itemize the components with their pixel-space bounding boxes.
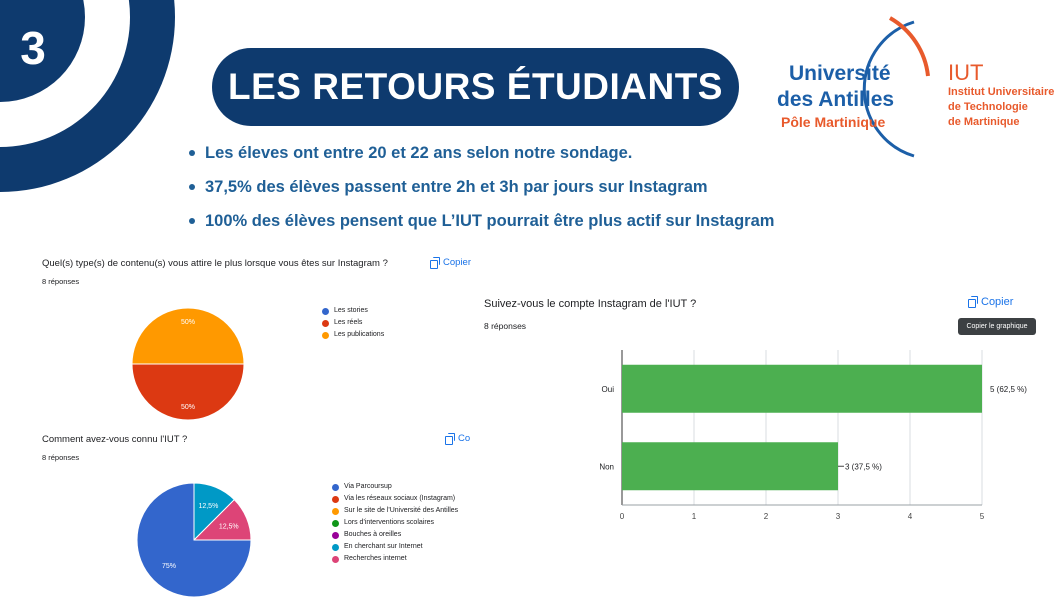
pie-slice bbox=[131, 307, 245, 365]
legend-swatch bbox=[332, 555, 339, 563]
legend-item: Via Parcoursup bbox=[332, 481, 458, 493]
university-campus: Pôle Martinique bbox=[781, 114, 886, 130]
x-tick-label: 3 bbox=[836, 512, 841, 521]
pie-data-label: 12,5% bbox=[198, 503, 218, 510]
q1-response-count: 8 réponses bbox=[42, 277, 80, 286]
legend-swatch bbox=[322, 331, 329, 339]
legend-item: Lors d'interventions scolaires bbox=[332, 517, 458, 529]
pie-data-label: 12,5% bbox=[219, 524, 239, 531]
legend-item: Les stories bbox=[322, 305, 384, 317]
legend-label: Recherches internet bbox=[344, 555, 407, 562]
legend-label: Les réels bbox=[334, 319, 363, 326]
legend-label: Sur le site de l'Université des Antilles bbox=[344, 507, 459, 514]
university-logo-arc bbox=[862, 16, 930, 158]
finding-item: 100% des élèves pensent que L’IUT pourra… bbox=[186, 208, 774, 242]
legend-label: Bouches à oreilles bbox=[344, 531, 402, 538]
q2-question: Comment avez-vous connu l'IUT ? bbox=[42, 434, 188, 445]
legend-label: Via Parcoursup bbox=[344, 483, 392, 490]
x-tick-label: 5 bbox=[980, 512, 985, 521]
legend-swatch bbox=[332, 543, 339, 551]
q2-pie-chart: 12,5% 12,5% 75% bbox=[136, 482, 252, 598]
legend-item: Bouches à oreilles bbox=[332, 529, 458, 541]
bullet-icon bbox=[189, 218, 195, 224]
q1-legend: Les stories Les réels Les publications bbox=[322, 305, 384, 341]
legend-label: Via les réseaux sociaux (Instagram) bbox=[344, 495, 456, 502]
copy-icon bbox=[968, 296, 978, 308]
university-name-line1: Université bbox=[789, 62, 891, 85]
findings-list: Les éleves ont entre 20 et 22 ans selon … bbox=[186, 140, 774, 242]
pie-data-label: 50% bbox=[181, 404, 195, 411]
q1-question: Quel(s) type(s) de contenu(s) vous attir… bbox=[42, 258, 388, 269]
legend-swatch bbox=[332, 495, 339, 503]
x-tick-label: 4 bbox=[908, 512, 913, 521]
copy-chart-tooltip: Copier le graphique bbox=[958, 318, 1036, 335]
bar-value-label: 5 (62,5 %) bbox=[990, 385, 1027, 394]
q3-bar-chart: 0 1 2 3 4 5 Oui 5 (62,5 %) Non 3 (37,5 %) bbox=[599, 350, 1027, 521]
legend-label: Lors d'interventions scolaires bbox=[344, 519, 435, 526]
pie-slice bbox=[131, 363, 245, 421]
legend-item: Recherches internet bbox=[332, 553, 458, 565]
legend-swatch bbox=[332, 531, 339, 539]
legend-swatch bbox=[332, 483, 339, 491]
legend-swatch bbox=[322, 307, 329, 315]
legend-item: Les publications bbox=[322, 329, 384, 341]
pie-slice bbox=[136, 482, 252, 598]
category-label: Non bbox=[599, 462, 614, 471]
iut-logo-title: IUT bbox=[948, 60, 984, 85]
legend-item: En cherchant sur Internet bbox=[332, 541, 458, 553]
pie-data-label: 75% bbox=[162, 563, 176, 570]
legend-item: Les réels bbox=[322, 317, 384, 329]
title-banner bbox=[212, 48, 739, 126]
bar-value-label: 3 (37,5 %) bbox=[845, 462, 882, 471]
copy-icon bbox=[430, 256, 440, 269]
finding-item: Les éleves ont entre 20 et 22 ans selon … bbox=[186, 140, 774, 174]
x-tick-label: 0 bbox=[620, 512, 625, 521]
decorative-arcs bbox=[0, 0, 175, 192]
legend-item: Via les réseaux sociaux (Instagram) bbox=[332, 493, 458, 505]
q3-copy-button[interactable]: Copier bbox=[968, 296, 1013, 308]
bullet-icon bbox=[189, 150, 195, 156]
q2-legend: Via Parcoursup Via les réseaux sociaux (I… bbox=[332, 481, 458, 565]
iut-name-line3: de Martinique bbox=[948, 116, 1020, 128]
legend-label: Les publications bbox=[334, 331, 385, 338]
q1-pie-chart: 50% 50% bbox=[131, 307, 245, 421]
bullet-icon bbox=[189, 184, 195, 190]
iut-name-line1: Institut Universitaire bbox=[948, 86, 1055, 98]
q2-response-count: 8 réponses bbox=[42, 453, 80, 462]
x-tick-label: 2 bbox=[764, 512, 769, 521]
bar bbox=[622, 442, 838, 491]
university-name-line2: des Antilles bbox=[777, 88, 895, 111]
pie-data-label: 50% bbox=[181, 319, 195, 326]
bar bbox=[622, 364, 982, 413]
copy-icon bbox=[445, 432, 455, 445]
finding-item: 37,5% des élèves passent entre 2h et 3h … bbox=[186, 174, 774, 208]
legend-swatch bbox=[322, 319, 329, 327]
legend-swatch bbox=[332, 519, 339, 527]
legend-label: En cherchant sur Internet bbox=[344, 543, 423, 550]
q3-response-count: 8 réponses bbox=[484, 321, 527, 331]
q2-copy-button[interactable]: Co bbox=[445, 432, 470, 445]
q3-question: Suivez-vous le compte Instagram de l'IUT… bbox=[484, 298, 697, 310]
iut-name-line2: de Technologie bbox=[948, 101, 1028, 113]
x-tick-label: 1 bbox=[692, 512, 697, 521]
legend-label: Les stories bbox=[334, 307, 368, 314]
q1-copy-button[interactable]: Copier bbox=[430, 256, 471, 269]
slide-number: 3 bbox=[20, 22, 46, 74]
legend-item: Sur le site de l'Université des Antilles bbox=[332, 505, 458, 517]
slide-title: LES RETOURS ÉTUDIANTS bbox=[228, 66, 723, 107]
category-label: Oui bbox=[602, 385, 615, 394]
legend-swatch bbox=[332, 507, 339, 515]
